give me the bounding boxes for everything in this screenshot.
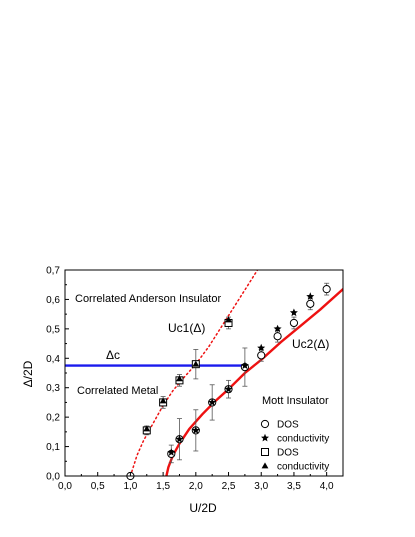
star-data-point — [306, 292, 315, 300]
triangle-data-point — [192, 360, 200, 367]
y-tick-label: 0,4 — [46, 354, 60, 365]
triangle-data-point — [143, 425, 151, 432]
x-tick-label: 0,0 — [58, 481, 72, 492]
legend-open-circle-marker — [260, 419, 270, 429]
annotation-uc2: Uc2(Δ) — [292, 337, 329, 351]
uc1-boundary-line — [129, 270, 259, 476]
star-data-point — [289, 308, 298, 317]
legend: DOS conductivity DOS conductivity — [260, 419, 329, 473]
y-tick-label: 0,5 — [46, 324, 60, 335]
legend-triangle-marker — [261, 462, 269, 469]
x-tick-label: 3,5 — [287, 481, 301, 492]
y-tick-label: 0,3 — [46, 383, 60, 394]
annotation-delta-c: Δc — [106, 348, 120, 362]
annotation-anderson: Correlated Anderson Insulator — [75, 293, 221, 305]
star-data-point — [257, 343, 266, 352]
x-tick-label: 1,0 — [123, 481, 137, 492]
star-data-point — [208, 398, 217, 406]
legend-label: conductivity — [277, 462, 329, 473]
x-tick-label: 3,0 — [254, 481, 268, 492]
y-tick-label: 0,7 — [46, 266, 60, 277]
legend-label: DOS — [277, 420, 299, 431]
open-circle-data-point — [306, 299, 315, 308]
triangle-data-point — [176, 375, 183, 382]
star-data-point — [224, 385, 233, 393]
open-circle-data-point — [322, 285, 331, 294]
star-data-point — [175, 435, 184, 443]
x-tick-label: 2,5 — [222, 481, 236, 492]
x-axis-label: U/2D — [189, 501, 217, 515]
markers-layer — [126, 282, 331, 481]
star-data-point — [273, 324, 282, 333]
y-axis-label: Δ/2D — [21, 360, 35, 387]
y-tick-label: 0,2 — [46, 413, 60, 424]
annotation-uc1: Uc1(Δ) — [168, 321, 205, 335]
uc2-boundary-line — [165, 287, 343, 476]
triangle-data-point — [159, 397, 167, 404]
legend-label: DOS — [277, 448, 299, 459]
star-data-point — [240, 361, 249, 369]
legend-label: conductivity — [277, 434, 329, 445]
open-circle-data-point — [257, 351, 266, 360]
x-tick-label: 4,0 — [320, 481, 334, 492]
legend-open-square-marker — [261, 448, 269, 456]
y-tick-label: 0,6 — [46, 295, 60, 306]
triangle-data-point — [225, 316, 232, 323]
star-data-point — [167, 448, 176, 456]
legend-star-marker — [261, 433, 269, 442]
y-tick-label: 0,1 — [46, 442, 60, 453]
annotation-mott: Mott Insulator — [262, 395, 329, 407]
x-tick-label: 2,0 — [189, 481, 203, 492]
x-tick-label: 0,5 — [91, 481, 105, 492]
axis-ticks-layer: 0,0 0,5 1,0 1,5 2,0 2,5 3,0 3,5 4,0 0,0 0,1 0,2 0,3 0… — [46, 266, 334, 493]
y-tick-label: 0,0 — [46, 472, 60, 483]
annotation-metal: Correlated Metal — [77, 385, 158, 397]
open-circle-data-point — [289, 318, 299, 328]
x-tick-label: 1,5 — [156, 481, 170, 492]
open-circle-data-point — [273, 332, 282, 341]
star-data-point — [191, 426, 200, 434]
